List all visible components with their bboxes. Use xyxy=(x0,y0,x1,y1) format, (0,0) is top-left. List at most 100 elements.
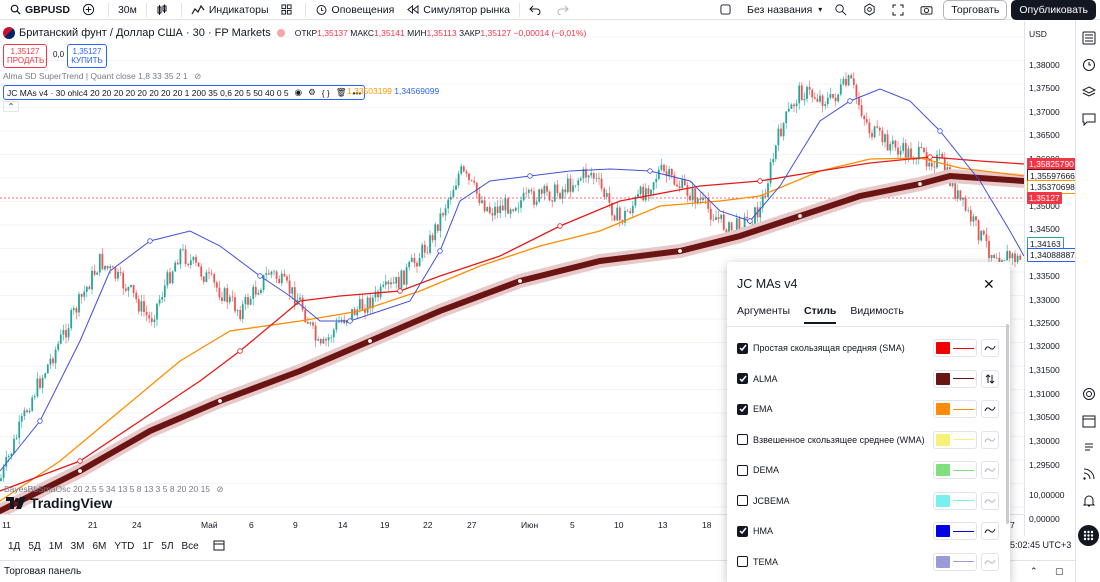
compare-button[interactable] xyxy=(76,0,105,20)
redo-button[interactable] xyxy=(551,0,579,20)
price-axis[interactable]: USD 1,380001,375001,370001,365001,360001… xyxy=(1024,21,1078,536)
quick-search-button[interactable] xyxy=(828,0,857,20)
more-icon[interactable]: ••• xyxy=(352,87,362,98)
tab-visibility[interactable]: Видимость xyxy=(850,305,904,317)
tab-style[interactable]: Стиль xyxy=(804,305,837,324)
color-swatch[interactable] xyxy=(933,491,977,510)
code-icon[interactable]: { } xyxy=(321,87,330,98)
line-style-icon[interactable] xyxy=(981,461,999,479)
screenshot-button[interactable] xyxy=(914,0,943,20)
line-style-icon[interactable] xyxy=(981,552,999,571)
style-checkbox[interactable] xyxy=(737,342,748,354)
calendar-sidebar-icon[interactable] xyxy=(1081,413,1097,429)
color-swatch[interactable] xyxy=(933,461,977,479)
close-icon[interactable]: ✕ xyxy=(983,276,995,292)
color-swatch[interactable] xyxy=(933,339,977,357)
currency-label[interactable]: USD xyxy=(1029,29,1047,39)
color-swatch[interactable] xyxy=(933,369,977,388)
trading-panel-label[interactable]: Торговая панель xyxy=(4,566,82,577)
settings-button[interactable] xyxy=(857,0,886,20)
trade-button[interactable]: Торговать xyxy=(943,0,1008,20)
line-style-icon[interactable] xyxy=(981,491,999,510)
apps-icon[interactable] xyxy=(1078,525,1099,546)
chat-icon[interactable] xyxy=(1081,111,1097,127)
layers-icon[interactable] xyxy=(1081,84,1097,100)
style-checkbox[interactable] xyxy=(737,373,748,384)
eye-off-icon[interactable]: ⊘ xyxy=(216,484,224,494)
bottom-panel[interactable]: Торговая панель ⌃ ▢ xyxy=(0,560,1075,582)
clock[interactable]: 5:02:45 UTC+3 xyxy=(1010,540,1072,550)
style-checkbox[interactable] xyxy=(737,464,748,476)
indicator-jc-mas[interactable]: JC MAs v4 · 30 ohlc4 20 20 20 20 20 20 2… xyxy=(3,85,366,100)
price-line-icon[interactable] xyxy=(981,369,999,388)
period-YTD[interactable]: YTD xyxy=(114,540,135,552)
period-6М[interactable]: 6М xyxy=(92,540,107,552)
style-checkbox[interactable] xyxy=(737,495,748,506)
chevron-up-icon[interactable]: ⌃ xyxy=(1030,566,1038,576)
candle-body xyxy=(195,256,197,263)
color-fill xyxy=(936,464,950,476)
line-style-icon[interactable] xyxy=(981,400,999,418)
color-swatch[interactable] xyxy=(933,522,977,540)
interval-button[interactable]: 30м xyxy=(117,3,137,16)
indicator-bayes[interactable]: BayesBbSmaOsc 20 2,5 5 34 13 5 8 13 3 5 … xyxy=(4,484,224,495)
undo-button[interactable] xyxy=(523,0,551,20)
dialog-scrollbar[interactable] xyxy=(1006,324,1009,524)
chart-type-button[interactable] xyxy=(150,0,178,20)
period-5Л[interactable]: 5Л xyxy=(161,540,174,552)
sell-button[interactable]: 1,35127 ПРОДАТЬ xyxy=(3,44,47,68)
eye-icon[interactable]: ◉ xyxy=(294,87,303,97)
line-style-icon[interactable] xyxy=(981,522,999,540)
alerts-sidebar-icon[interactable] xyxy=(1081,57,1097,73)
notifications-icon[interactable] xyxy=(1081,493,1097,509)
replay-button[interactable]: Симулятор рынка xyxy=(400,0,516,20)
candle-body xyxy=(26,410,28,413)
publish-button[interactable]: Опубликовать xyxy=(1011,0,1096,20)
trash-icon[interactable]: 🗑 xyxy=(335,87,347,97)
candle-body xyxy=(236,310,239,312)
tab-arguments[interactable]: Аргументы xyxy=(737,305,791,317)
style-checkbox[interactable] xyxy=(737,403,748,415)
buy-button[interactable]: 1,35127 КУПИТЬ xyxy=(67,44,107,68)
date-range-button[interactable] xyxy=(213,539,225,554)
line-style-icon[interactable] xyxy=(981,430,999,449)
candle-body xyxy=(967,210,970,211)
settings-icon[interactable]: ⚙ xyxy=(308,87,316,97)
fullscreen-button[interactable] xyxy=(886,0,914,20)
symbol-search[interactable]: GBPUSD xyxy=(4,0,76,20)
period-5Д[interactable]: 5Д xyxy=(28,540,41,552)
candle-body xyxy=(80,294,83,297)
candle-body xyxy=(309,322,312,324)
layout-name[interactable]: Без названия ▾ xyxy=(741,0,828,20)
candle-body xyxy=(213,274,216,283)
ideas-icon[interactable] xyxy=(1081,439,1097,455)
templates-button[interactable] xyxy=(275,0,302,20)
period-3М[interactable]: 3М xyxy=(70,540,85,552)
maximize-icon[interactable]: ▢ xyxy=(1055,566,1064,576)
legend-title[interactable]: Британский фунт / Доллар США · 30 · FP M… xyxy=(19,27,271,39)
line-style-icon[interactable] xyxy=(981,339,999,357)
candle-body xyxy=(473,180,476,183)
candle-body xyxy=(301,297,304,310)
period-Все[interactable]: Все xyxy=(181,540,199,552)
period-1Г[interactable]: 1Г xyxy=(142,540,154,552)
color-swatch[interactable] xyxy=(933,400,977,418)
period-1Д[interactable]: 1Д xyxy=(8,540,21,552)
feed-icon[interactable] xyxy=(1081,466,1097,482)
style-checkbox[interactable] xyxy=(737,434,748,445)
target-icon[interactable] xyxy=(1081,386,1097,402)
eye-off-icon[interactable]: ⊘ xyxy=(194,71,202,81)
period-1М[interactable]: 1М xyxy=(48,540,63,552)
indicator-alma-supertrend[interactable]: Alma SD SuperTrend | Quant close 1,8 33 … xyxy=(3,71,201,82)
collapse-legend-button[interactable]: ⌃ xyxy=(3,101,19,112)
style-checkbox[interactable] xyxy=(737,556,748,567)
indicators-button[interactable]: Индикаторы xyxy=(185,0,275,20)
color-swatch[interactable] xyxy=(933,430,977,449)
chart-legend: Британский фунт / Доллар США · 30 · FP M… xyxy=(3,27,586,112)
watchlist-icon[interactable] xyxy=(1081,30,1097,46)
color-swatch[interactable] xyxy=(933,552,977,571)
layout-button[interactable] xyxy=(714,0,741,20)
candle-body xyxy=(774,145,777,160)
style-checkbox[interactable] xyxy=(737,525,748,537)
alerts-button[interactable]: Оповещения xyxy=(309,0,401,20)
